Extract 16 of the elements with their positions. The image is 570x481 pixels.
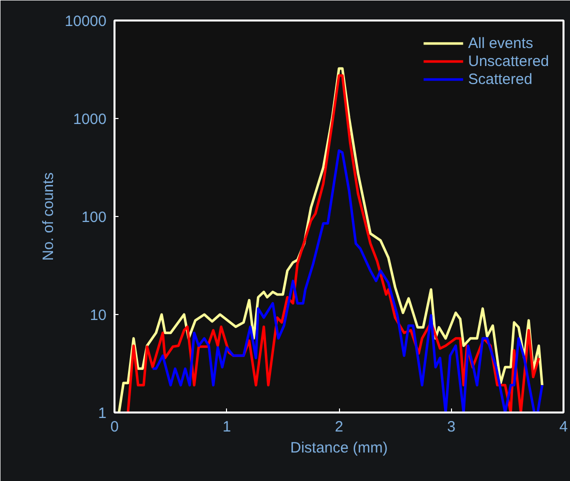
x-tick-label: 4 [559,418,568,436]
legend-label: All events [468,34,534,52]
y-axis-title: No. of counts [40,172,57,261]
x-axis-title: Distance (mm) [290,440,388,456]
y-tick-label: 100 [81,209,107,226]
line-series [151,149,544,412]
y-tick-label: 1 [98,405,106,422]
y-tick-label: 10 [90,307,107,324]
legend-label: Unscattered [468,52,549,70]
x-tick-label: 2 [334,418,344,436]
x-tick-label: 3 [447,418,456,436]
legend-label: Scattered [468,70,532,88]
y-tick-label: 1000 [73,111,107,128]
y-tick-label: 10000 [64,13,107,30]
x-tick-label: 1 [222,418,231,436]
x-tick-label: 0 [110,418,119,436]
